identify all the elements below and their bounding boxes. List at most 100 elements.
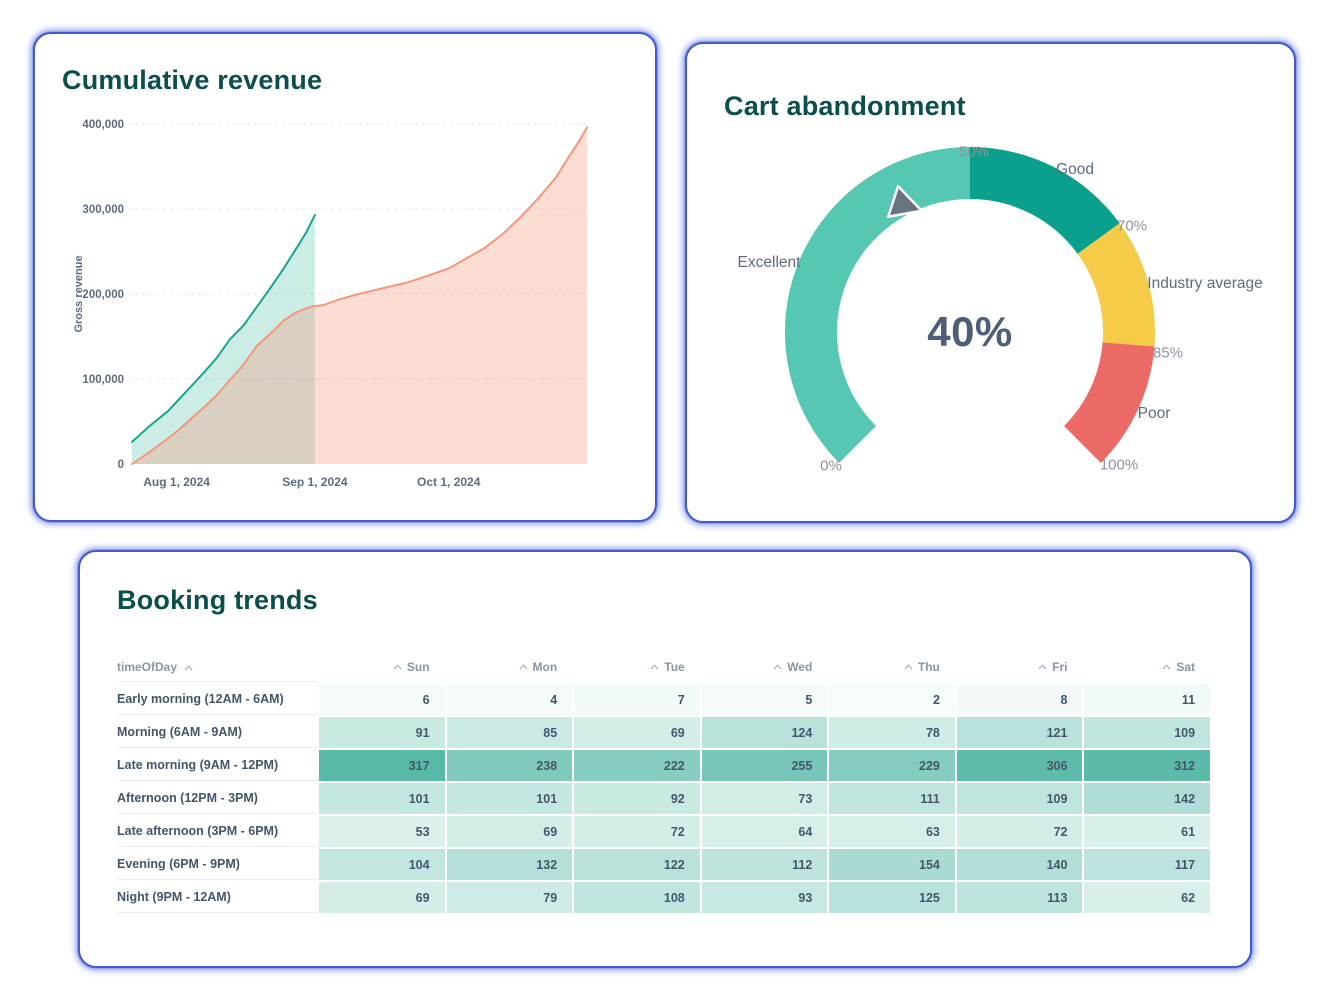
heatmap-cell: 104	[319, 849, 445, 880]
heatmap-cell: 121	[956, 717, 1083, 748]
heatmap-cell: 7	[574, 684, 700, 715]
sort-caret-icon	[1162, 664, 1171, 670]
cumulative-revenue-title: Cumulative revenue	[62, 65, 323, 95]
gauge-segment-industry-average	[1077, 223, 1155, 347]
row-label: Late morning (9AM - 12PM)	[117, 750, 317, 781]
heatmap-cell: 92	[574, 783, 700, 814]
heatmap-cell: 108	[574, 882, 700, 913]
gauge-segment-excellent	[785, 147, 970, 463]
booking-trends-card: Booking trends timeOfDay Sun Mon Tue Wed Thu F…	[78, 550, 1252, 968]
heatmap-cell: 111	[829, 783, 955, 814]
heatmap-cell: 11	[1084, 684, 1211, 715]
heatmap-cell: 124	[701, 717, 828, 748]
heatmap-row: Evening (6PM - 9PM) 104 132 122 112 154 140 117	[117, 849, 1211, 880]
heatmap-cell: 255	[701, 750, 828, 781]
column-header-label: Wed	[787, 660, 813, 674]
sort-caret-icon	[184, 664, 193, 670]
heatmap-cell: 62	[1084, 882, 1211, 913]
column-header-label: Thu	[917, 660, 940, 674]
gauge-segment-label: Good	[1056, 161, 1094, 178]
heatmap-cell: 78	[829, 717, 955, 748]
column-header-label: Mon	[532, 660, 558, 674]
gauge-segment-good	[970, 147, 1120, 254]
heatmap-cell: 73	[701, 783, 828, 814]
sort-caret-icon	[1038, 664, 1047, 670]
gauge-segment-poor	[1064, 342, 1155, 463]
heatmap-cell: 69	[574, 717, 700, 748]
heatmap-cell: 69	[319, 882, 445, 913]
y-axis-tick: 200,000	[82, 289, 124, 301]
column-header-timeofday[interactable]: timeOfDay	[117, 652, 317, 682]
heatmap-cell: 117	[1084, 849, 1211, 880]
column-header-label: timeOfDay	[117, 659, 178, 674]
row-label: Early morning (12AM - 6AM)	[117, 684, 317, 715]
cart-abandonment-gauge	[785, 147, 1155, 463]
row-label: Night (9PM - 12AM)	[117, 882, 317, 913]
heatmap-cell: 61	[1084, 816, 1211, 847]
heatmap-row: Late morning (9AM - 12PM) 317 238 222 255 229…	[117, 750, 1211, 781]
row-label: Morning (6AM - 9AM)	[117, 717, 317, 748]
heatmap-cell: 6	[319, 684, 445, 715]
heatmap-cell: 4	[446, 684, 573, 715]
booking-trends-title: Booking trends	[117, 585, 318, 615]
cart-abandonment-title: Cart abandonment	[724, 91, 966, 121]
heatmap-cell: 8	[956, 684, 1083, 715]
heatmap-cell: 312	[1084, 750, 1211, 781]
y-axis-tick: 400,000	[82, 119, 124, 131]
heatmap-cell: 5	[701, 684, 828, 715]
column-header-fri[interactable]: Fri	[957, 652, 1083, 682]
heatmap-cell: 109	[1084, 717, 1211, 748]
heatmap-cell: 85	[446, 717, 573, 748]
gauge-tick-85: 85%	[1152, 344, 1184, 362]
row-label: Late afternoon (3PM - 6PM)	[117, 816, 317, 847]
gauge-tick-100: 100%	[1099, 456, 1139, 474]
gauge-tick-50: 50%	[958, 143, 990, 161]
heatmap-cell: 93	[701, 882, 828, 913]
heatmap-row: Early morning (12AM - 6AM) 6 4 7 5 2 8 11	[117, 684, 1211, 715]
heatmap-cell: 101	[446, 783, 573, 814]
heatmap-header-row: timeOfDay Sun Mon Tue Wed Thu Fri Sat	[117, 652, 1210, 682]
x-axis-tick: Aug 1, 2024	[143, 475, 210, 489]
heatmap-cell: 63	[829, 816, 955, 847]
column-header-mon[interactable]: Mon	[447, 652, 573, 682]
sort-caret-icon	[650, 664, 659, 670]
heatmap-cell: 101	[319, 783, 445, 814]
heatmap-cell: 306	[956, 750, 1083, 781]
heatmap-cell: 238	[446, 750, 573, 781]
row-label: Afternoon (12PM - 3PM)	[117, 783, 317, 814]
column-header-sun[interactable]: Sun	[319, 652, 445, 682]
salmon-period-line	[131, 126, 588, 465]
heatmap-cell: 132	[446, 849, 573, 880]
heatmap-row: Night (9PM - 12AM) 69 79 108 93 125 113 62	[117, 882, 1211, 913]
gauge-needle	[886, 184, 923, 218]
column-header-tue[interactable]: Tue	[574, 652, 700, 682]
x-axis-tick: Oct 1, 2024	[417, 475, 481, 489]
column-header-thu[interactable]: Thu	[829, 652, 955, 682]
column-header-label: Sat	[1176, 660, 1196, 674]
heatmap-row: Morning (6AM - 9AM) 91 85 69 124 78 121 109	[117, 717, 1211, 748]
heatmap-row: Late afternoon (3PM - 6PM) 53 69 72 64 63 72 61	[117, 816, 1211, 847]
gauge-value: 40%	[927, 308, 1013, 355]
column-header-label: Sun	[406, 660, 430, 674]
heatmap-cell: 79	[446, 882, 573, 913]
heatmap-cell: 91	[319, 717, 445, 748]
sort-caret-icon	[904, 664, 913, 670]
gauge-tick-0: 0%	[820, 457, 842, 475]
column-header-sat[interactable]: Sat	[1084, 652, 1210, 682]
column-header-wed[interactable]: Wed	[702, 652, 828, 682]
y-axis-tick: 0	[118, 459, 124, 471]
y-axis-label: Gross revenue	[73, 255, 85, 332]
heatmap-cell: 109	[956, 783, 1083, 814]
sort-caret-icon	[393, 664, 402, 670]
gauge-tick-70: 70%	[1116, 217, 1148, 235]
heatmap-cell: 317	[319, 750, 445, 781]
heatmap-cell: 154	[829, 849, 955, 880]
cumulative-revenue-chart: 0 100,000 200,000 300,000 400,000 Gross reven…	[73, 119, 588, 489]
gauge-segment-label: Excellent	[737, 254, 801, 271]
heatmap-cell: 140	[956, 849, 1083, 880]
heatmap-cell: 2	[829, 684, 955, 715]
heatmap-cell: 69	[446, 816, 573, 847]
column-header-label: Tue	[664, 660, 685, 674]
sort-caret-icon	[773, 664, 782, 670]
y-axis-tick: 100,000	[82, 374, 124, 386]
